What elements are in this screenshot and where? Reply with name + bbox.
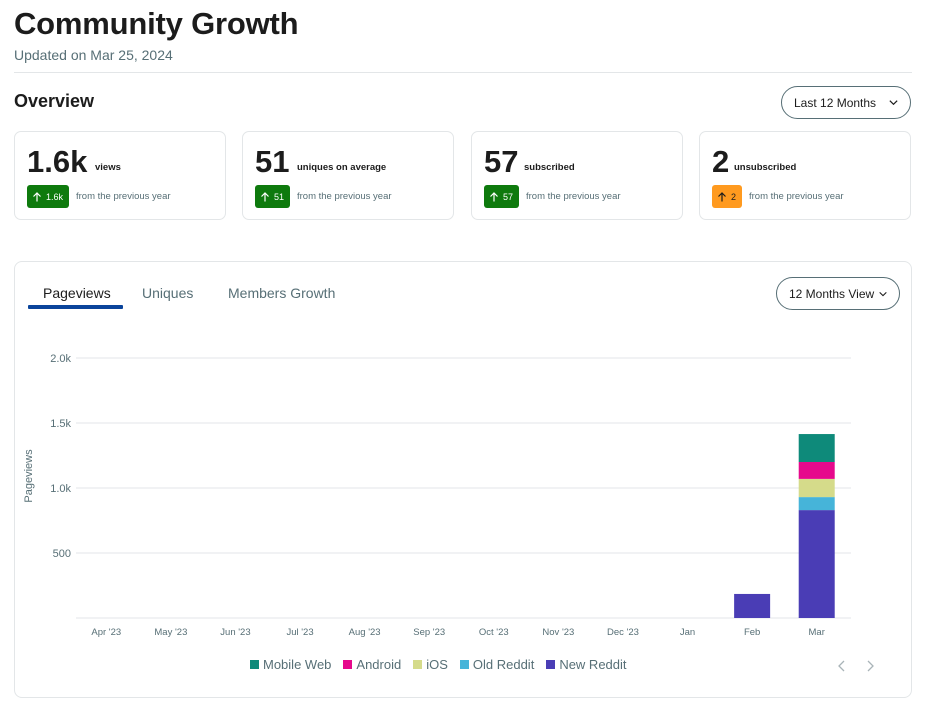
stat-label: uniques on average bbox=[297, 162, 387, 173]
legend-swatch bbox=[343, 660, 353, 669]
stat-value: 2 bbox=[712, 144, 730, 179]
stat-card-uniques: 51 uniques on average 51 from the previo… bbox=[242, 131, 454, 220]
trend-badge-value: 1.6k bbox=[46, 191, 64, 202]
stat-label: subscribed bbox=[524, 162, 575, 173]
chevron-right-icon[interactable] bbox=[862, 658, 878, 674]
tab-uniques[interactable]: Uniques bbox=[142, 285, 194, 301]
legend-swatch bbox=[250, 660, 259, 669]
chart-legend: Mobile Web Android iOS Old Reddit New Re… bbox=[250, 657, 627, 672]
chevron-down-icon bbox=[879, 291, 887, 297]
chevron-left-icon[interactable] bbox=[834, 658, 850, 674]
stat-card-unsubscribed: 2 unsubscribed 2 from the previous year bbox=[699, 131, 911, 220]
header-divider bbox=[14, 72, 912, 73]
stat-label: unsubscribed bbox=[734, 162, 797, 173]
stat-card-subscribed: 57 subscribed 57 from the previous year bbox=[471, 131, 683, 220]
legend-label: Android bbox=[356, 657, 402, 672]
bar-new-reddit bbox=[798, 510, 835, 618]
legend-swatch bbox=[459, 660, 469, 669]
legend-swatch bbox=[413, 660, 423, 669]
overview-title: Overview bbox=[14, 91, 95, 111]
stat-label: views bbox=[95, 162, 121, 173]
legend-label: Old Reddit bbox=[472, 657, 535, 672]
bar-mobile-web bbox=[798, 434, 835, 462]
x-tick-label: Feb bbox=[744, 627, 760, 638]
bar-old-reddit bbox=[798, 497, 835, 511]
x-tick-label: May '23 bbox=[154, 627, 187, 638]
x-tick-label: Jan bbox=[680, 627, 695, 638]
legend-item-mobile-web[interactable]: Mobile Web bbox=[250, 657, 331, 672]
bar-new-reddit bbox=[734, 593, 771, 618]
arrow-up-icon bbox=[33, 191, 41, 201]
page-title: Community Growth bbox=[14, 6, 299, 41]
comparison-text: from the previous year bbox=[297, 191, 392, 202]
x-tick-label: Jun '23 bbox=[220, 627, 250, 638]
range-dropdown-label: Last 12 Months bbox=[794, 95, 877, 110]
trend-badge-value: 57 bbox=[503, 191, 514, 202]
stat-card-views: 1.6k views 1.6k from the previous year bbox=[14, 131, 226, 220]
view-dropdown[interactable]: 12 Months View bbox=[776, 277, 900, 310]
chevron-down-icon bbox=[889, 100, 898, 106]
trend-badge-value: 2 bbox=[731, 191, 737, 202]
y-axis-label: Pageviews bbox=[23, 449, 35, 503]
stat-value: 1.6k bbox=[27, 144, 88, 179]
chart-panel: Pageviews Uniques Members Growth 12 Mont… bbox=[14, 261, 912, 698]
arrow-up-icon bbox=[261, 191, 269, 201]
x-tick-label: Apr '23 bbox=[91, 627, 121, 638]
x-tick-label: Sep '23 bbox=[413, 627, 445, 638]
bar-ios bbox=[798, 478, 835, 498]
trend-badge: 57 bbox=[484, 185, 520, 208]
arrow-up-icon bbox=[718, 191, 726, 201]
stat-value: 57 bbox=[484, 144, 519, 179]
x-tick-label: Dec '23 bbox=[607, 627, 639, 638]
trend-badge: 2 bbox=[712, 185, 743, 208]
view-dropdown-label: 12 Months View bbox=[789, 286, 875, 301]
tab-pageviews[interactable]: Pageviews bbox=[43, 285, 111, 301]
x-tick-label: Jul '23 bbox=[286, 627, 313, 638]
x-tick-label: Nov '23 bbox=[542, 627, 574, 638]
trend-badge: 51 bbox=[255, 185, 291, 208]
legend-item-ios[interactable]: iOS bbox=[413, 657, 448, 672]
y-tick-label: 500 bbox=[53, 548, 71, 560]
comparison-text: from the previous year bbox=[76, 191, 171, 202]
x-tick-label: Oct '23 bbox=[479, 627, 509, 638]
trend-badge: 1.6k bbox=[27, 185, 70, 208]
updated-date: Updated on Mar 25, 2024 bbox=[14, 47, 173, 63]
bar-android bbox=[798, 462, 835, 479]
tab-members-growth[interactable]: Members Growth bbox=[228, 285, 336, 301]
stat-value: 51 bbox=[255, 144, 290, 179]
y-tick-label: 1.5k bbox=[50, 418, 71, 430]
legend-item-android[interactable]: Android bbox=[343, 657, 401, 672]
x-tick-label: Mar bbox=[809, 627, 825, 638]
pageviews-chart: 500 1.0k 1.5k 2.0k Pageviews Apr '23 May '23 Ju… bbox=[23, 353, 851, 638]
trend-badge-value: 51 bbox=[274, 191, 285, 202]
y-tick-label: 1.0k bbox=[50, 483, 71, 495]
x-tick-label: Aug '23 bbox=[349, 627, 381, 638]
comparison-text: from the previous year bbox=[749, 191, 844, 202]
legend-item-old-reddit[interactable]: Old Reddit bbox=[459, 657, 535, 672]
arrow-up-icon bbox=[490, 191, 498, 201]
legend-swatch bbox=[546, 660, 556, 669]
legend-item-new-reddit[interactable]: New Reddit bbox=[546, 657, 627, 672]
legend-label: Mobile Web bbox=[263, 657, 332, 672]
range-dropdown[interactable]: Last 12 Months bbox=[781, 86, 911, 119]
comparison-text: from the previous year bbox=[526, 191, 621, 202]
active-tab-indicator bbox=[28, 305, 123, 309]
legend-label: iOS bbox=[426, 657, 448, 672]
legend-label: New Reddit bbox=[559, 657, 627, 672]
y-tick-label: 2.0k bbox=[50, 353, 71, 365]
